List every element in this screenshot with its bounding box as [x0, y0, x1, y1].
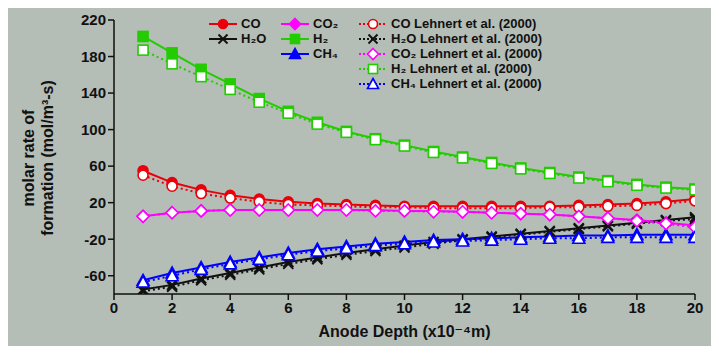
- svg-text:14: 14: [512, 299, 529, 316]
- svg-text:2: 2: [168, 299, 176, 316]
- svg-text:10: 10: [396, 299, 413, 316]
- svg-text:20: 20: [687, 299, 704, 316]
- html-text:CO₂ Lehnert et al. (2000): CO₂ Lehnert et al. (2000): [391, 46, 542, 61]
- html-text:CO: CO: [241, 16, 261, 31]
- svg-text:20: 20: [89, 194, 106, 211]
- svg-text:-20: -20: [84, 231, 106, 248]
- html-text:CO₂: CO₂: [313, 16, 339, 31]
- svg-text:4: 4: [226, 299, 235, 316]
- html-text:formation (mol/m³-s): formation (mol/m³-s): [39, 80, 56, 236]
- svg-text:18: 18: [629, 299, 646, 316]
- svg-text:16: 16: [570, 299, 587, 316]
- svg-text:60: 60: [89, 157, 106, 174]
- html-text:CH₄: CH₄: [313, 46, 338, 61]
- svg-text:100: 100: [81, 121, 106, 138]
- html-text:CH₄ Lehnert et al. (2000): CH₄ Lehnert et al. (2000): [391, 76, 542, 91]
- html-text:CO Lehnert et al. (2000): CO Lehnert et al. (2000): [391, 16, 537, 31]
- svg-text:180: 180: [81, 48, 106, 65]
- svg-text:140: 140: [81, 84, 106, 101]
- html-text:H₂O Lehnert et al. (2000): H₂O Lehnert et al. (2000): [391, 31, 542, 46]
- svg-text:220: 220: [81, 11, 106, 28]
- html-text:H₂ Lehnert et al. (2000): H₂ Lehnert et al. (2000): [391, 61, 532, 76]
- svg-text:6: 6: [284, 299, 292, 316]
- svg-text:-60: -60: [84, 267, 106, 284]
- html-text:H₂O: H₂O: [241, 31, 267, 46]
- svg-text:12: 12: [454, 299, 471, 316]
- html-text:H₂: H₂: [313, 31, 329, 46]
- html-text:Anode Depth (x10⁻⁴m): Anode Depth (x10⁻⁴m): [318, 323, 491, 340]
- html-text:molar rate of: molar rate of: [20, 109, 37, 207]
- svg-text:8: 8: [342, 299, 350, 316]
- svg-text:0: 0: [110, 299, 118, 316]
